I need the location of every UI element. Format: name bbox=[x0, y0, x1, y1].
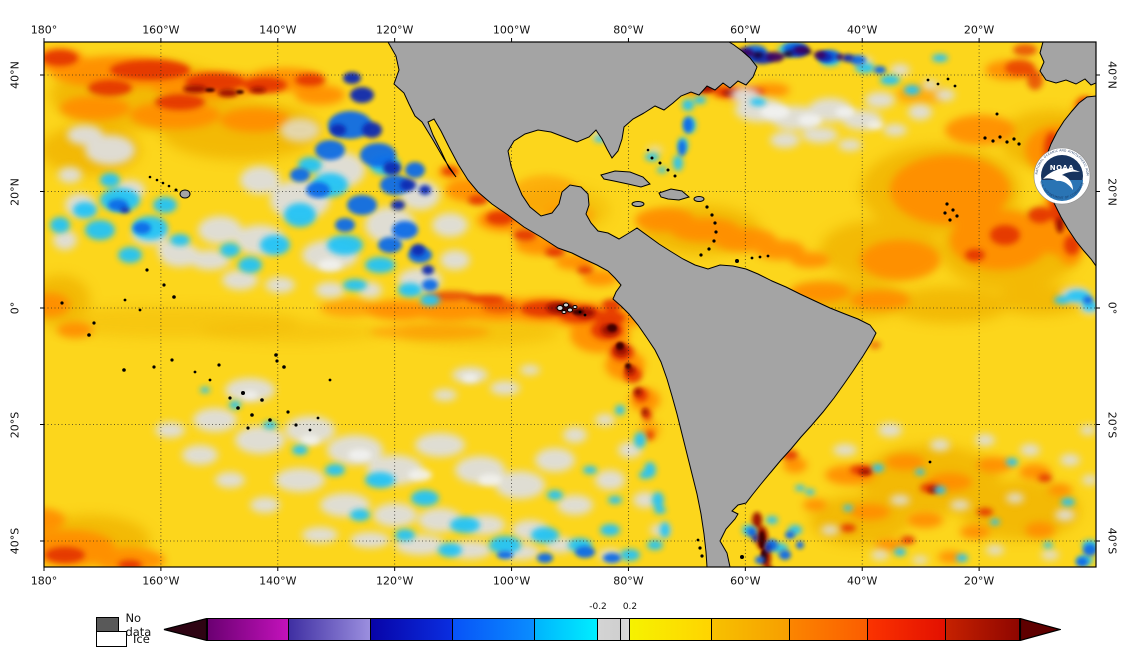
top-axis-label: 80°W bbox=[613, 23, 644, 37]
legend-row-no-data: No data bbox=[96, 611, 159, 639]
land-masses bbox=[179, 42, 1096, 567]
bottom-axis-label: 80°W bbox=[613, 574, 644, 588]
bottom-axis-label: 100°W bbox=[492, 574, 531, 588]
colorbar-tick-label: 0.2 bbox=[622, 602, 638, 612]
top-axis-label: 60°W bbox=[730, 23, 761, 37]
top-axis-label: 120°W bbox=[375, 23, 414, 37]
anomaly-blue-layer bbox=[108, 42, 1096, 567]
ice-label: Ice bbox=[133, 632, 150, 646]
top-axis-label: 160°W bbox=[142, 23, 180, 37]
island-jamaica bbox=[631, 201, 645, 207]
colorbar-segment bbox=[207, 619, 289, 640]
top-axis-label: 20°W bbox=[963, 23, 995, 37]
islands-galapagos bbox=[556, 302, 578, 314]
island-puerto-rico bbox=[693, 196, 705, 202]
bottom-axis-label: 40°W bbox=[847, 574, 878, 588]
bottom-axis-label: 180° bbox=[30, 574, 58, 588]
bottom-axis-label: 140°W bbox=[259, 574, 297, 588]
land-iberia bbox=[1039, 42, 1096, 86]
ice-swatch bbox=[96, 631, 127, 647]
noaa-logo-gull-icon bbox=[1043, 168, 1080, 190]
islands-small-specks bbox=[60, 77, 1021, 559]
colorbar-segment bbox=[371, 619, 453, 640]
colorbar-segments bbox=[207, 618, 1020, 641]
colorbar-segment bbox=[868, 619, 946, 640]
colorbar-tick-label: -0.2 bbox=[589, 602, 607, 612]
colorbar-segment bbox=[630, 619, 712, 640]
top-axis-label: 100°W bbox=[492, 23, 531, 37]
top-axis-label: 140°W bbox=[259, 23, 297, 37]
bottom-axis-label: 160°W bbox=[142, 574, 180, 588]
left-axis-label: 40°N bbox=[8, 61, 22, 89]
bottom-axis-label: 120°W bbox=[375, 574, 414, 588]
bottom-axis-label: 60°W bbox=[730, 574, 761, 588]
colorbar-segment bbox=[598, 619, 621, 640]
right-axis-label: 20°S bbox=[1105, 411, 1119, 438]
right-axis-label: 20°N bbox=[1105, 177, 1119, 206]
colorbar-segment bbox=[453, 619, 535, 640]
anomaly-white-layer bbox=[242, 105, 883, 486]
axis-ticks bbox=[40, 38, 1100, 571]
colorbar-segment bbox=[712, 619, 790, 640]
land-americas bbox=[387, 42, 877, 567]
island-hawaii bbox=[179, 189, 191, 199]
noaa-logo-wordmark: NOAA bbox=[1050, 164, 1075, 172]
left-axis-label: 20°S bbox=[8, 411, 22, 438]
noaa-logo-sea bbox=[1041, 180, 1083, 201]
island-cuba bbox=[600, 170, 651, 188]
top-axis-label: 180° bbox=[30, 23, 58, 37]
top-axis-label: 40°W bbox=[847, 23, 878, 37]
right-axis-label: 40°N bbox=[1105, 61, 1119, 89]
colorbar-segment bbox=[790, 619, 868, 640]
no-data-label: No data bbox=[125, 611, 152, 639]
anomaly-colorbar bbox=[163, 618, 1061, 641]
left-axis-label: 0° bbox=[8, 301, 22, 315]
left-axis-label: 20°N bbox=[8, 177, 22, 206]
map-border bbox=[43, 41, 1097, 568]
island-hispaniola bbox=[658, 188, 691, 201]
colorbar-segment bbox=[289, 619, 371, 640]
colorbar-right-arrow bbox=[1020, 618, 1061, 641]
colorbar-segment bbox=[535, 619, 598, 640]
anomaly-maroon-layer bbox=[205, 88, 767, 563]
noaa-logo: NOAA NATIONAL OCEANIC AND ATMOSPHERIC AD… bbox=[1033, 147, 1091, 205]
colorbar-segment bbox=[946, 619, 1020, 640]
colorbar-segment bbox=[621, 619, 630, 640]
right-axis-label: 40°S bbox=[1105, 527, 1119, 555]
left-axis-label: 40°S bbox=[8, 527, 22, 555]
right-axis-label: 0° bbox=[1105, 301, 1119, 315]
legend-row-ice: Ice bbox=[96, 631, 150, 647]
colorbar-left-arrow bbox=[163, 618, 207, 641]
bottom-axis-label: 20°W bbox=[963, 574, 995, 588]
